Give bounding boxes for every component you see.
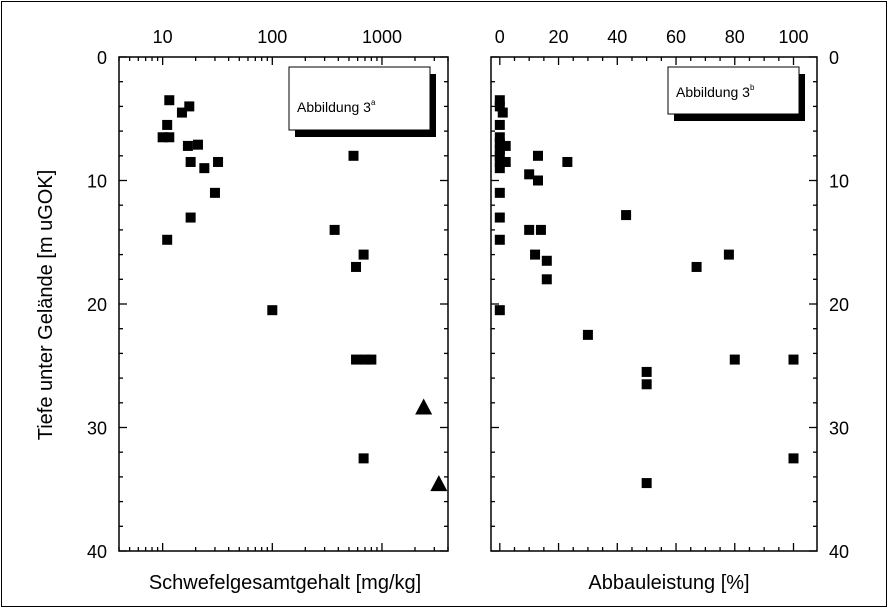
x-tick-label: 20: [549, 27, 569, 47]
data-point-square: [184, 101, 195, 112]
y-tick-label: 20: [829, 295, 849, 315]
legend-label: Abbildung 3a: [297, 98, 376, 115]
data-point-square: [358, 249, 369, 260]
legend-box: [288, 66, 431, 131]
data-point-square: [500, 156, 511, 167]
data-point-square: [582, 329, 593, 340]
data-point-square: [524, 224, 535, 235]
data-point-square: [182, 140, 193, 151]
y-tick-label: 20: [87, 295, 107, 315]
data-point-square: [494, 187, 505, 198]
x-axis-title-left: Schwefelgesamtgehalt [mg/kg]: [149, 572, 421, 594]
data-point-square: [164, 95, 175, 106]
data-point-square: [494, 144, 505, 155]
x-tick-label: 60: [666, 27, 686, 47]
data-point-square: [494, 156, 505, 167]
data-point-square: [348, 150, 359, 161]
x-tick-label: 40: [607, 27, 627, 47]
data-point-square: [157, 132, 168, 143]
data-point-square: [199, 163, 210, 174]
data-point-triangle: [415, 398, 433, 415]
data-point-square: [494, 95, 505, 106]
data-point-square: [532, 175, 543, 186]
data-point-square: [494, 163, 505, 174]
data-point-square: [213, 156, 224, 167]
x-tick-label: 1000: [362, 27, 402, 47]
data-point-square: [358, 453, 369, 464]
data-point-square: [723, 249, 734, 260]
data-point-square: [562, 156, 573, 167]
data-point-square: [524, 169, 535, 180]
data-point-square: [351, 261, 362, 272]
data-point-square: [209, 187, 220, 198]
data-point-square: [691, 261, 702, 272]
data-point-square: [788, 354, 799, 365]
data-point-square: [162, 119, 173, 130]
x-tick-label: 80: [725, 27, 745, 47]
data-point-square: [494, 305, 505, 316]
y-axis-title: Tiefe unter Gelände [m uGOK]: [35, 170, 57, 441]
data-point-square: [329, 224, 340, 235]
y-tick-label: 30: [87, 419, 107, 439]
y-tick-label: 30: [829, 419, 849, 439]
legend-label: Abbildung 3b: [676, 83, 755, 100]
x-axis-title-right: Abbauleistung [%]: [588, 572, 749, 594]
data-point-square: [494, 119, 505, 130]
data-point-square: [494, 234, 505, 245]
data-point-square: [530, 249, 541, 260]
data-point-triangle: [430, 475, 448, 492]
x-tick-label: 10: [153, 27, 173, 47]
data-point-square: [500, 140, 511, 151]
y-tick-label: 10: [87, 172, 107, 192]
data-point-square: [494, 132, 505, 143]
data-point-square: [788, 453, 799, 464]
data-point-square: [494, 138, 505, 149]
data-point-square: [535, 224, 546, 235]
data-point-square: [176, 107, 187, 118]
data-point-square: [366, 354, 377, 365]
y-tick-label: 0: [829, 48, 839, 68]
data-point-square: [351, 354, 362, 365]
y-tick-label: 40: [829, 542, 849, 562]
data-point-square: [621, 210, 632, 221]
data-point-square: [185, 212, 196, 223]
data-point-square: [532, 150, 543, 161]
data-point-square: [162, 234, 173, 245]
data-point-square: [541, 255, 552, 266]
data-point-square: [494, 101, 505, 112]
y-tick-label: 0: [97, 48, 107, 68]
x-tick-label: 100: [257, 27, 287, 47]
data-point-square: [164, 132, 175, 143]
data-point-square: [494, 212, 505, 223]
data-point-square: [494, 150, 505, 161]
data-point-square: [641, 478, 652, 489]
legend-box: [667, 66, 800, 115]
y-tick-label: 40: [87, 542, 107, 562]
data-point-square: [192, 139, 203, 150]
data-point-square: [641, 379, 652, 390]
data-point-square: [497, 107, 508, 118]
data-point-square: [359, 354, 370, 365]
data-point-square: [641, 366, 652, 377]
data-point-square: [185, 156, 196, 167]
data-point-square: [541, 274, 552, 285]
x-tick-label: 0: [495, 27, 505, 47]
data-point-square: [267, 305, 278, 316]
y-tick-label: 10: [829, 172, 849, 192]
x-tick-label: 100: [778, 27, 808, 47]
data-point-square: [729, 354, 740, 365]
